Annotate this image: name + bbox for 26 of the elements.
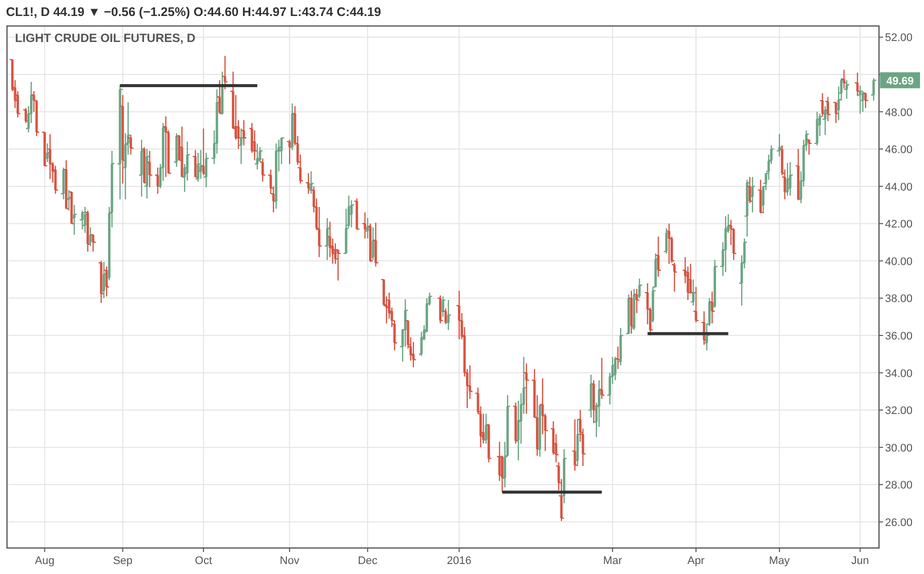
y-tick-label: 52.00 [885,32,913,44]
x-tick-label: May [769,555,790,567]
y-tick-label: 28.00 [885,480,913,492]
y-tick-label: 36.00 [885,330,913,342]
y-tick-label: 26.00 [885,516,913,529]
x-tick-label: Dec [358,555,378,567]
x-tick-label: Apr [687,555,705,567]
chart-subtitle: CL1!, D 44.19 ▼ −0.56 (−1.25%) O:44.60 H:44.97 L:43.74 C:44.19 [6,5,382,19]
annotation: 49.69 [886,75,914,88]
x-tick-label: Jun [851,555,870,567]
y-tick-label: 34.00 [885,368,913,380]
y-tick-label: 40.00 [885,256,913,268]
x-tick-label: Nov [280,555,300,567]
x-tick-label: Mar [603,555,622,567]
y-tick-label: 38.00 [885,293,913,306]
x-tick-label: Sep [112,555,133,567]
x-tick-label: Aug [34,555,54,567]
y-tick-label: 44.00 [885,181,913,194]
y-tick-label: 30.00 [885,442,913,454]
text: LIGHT CRUDE OIL FUTURES, D [15,31,196,45]
x-tick-label: Oct [194,555,212,567]
y-tick-label: 42.00 [885,218,913,231]
x-tick-label: 2016 [446,555,472,567]
y-tick-label: 32.00 [885,405,913,418]
y-tick-label: 46.00 [885,144,913,156]
y-tick-label: 48.00 [885,106,913,119]
